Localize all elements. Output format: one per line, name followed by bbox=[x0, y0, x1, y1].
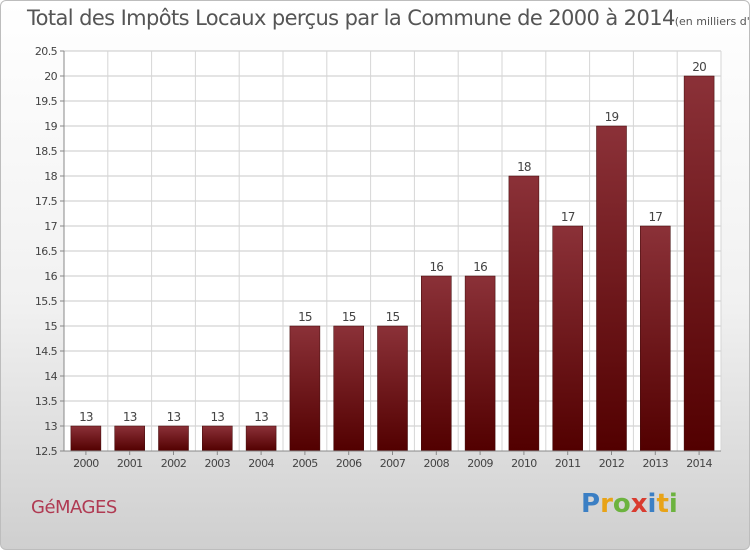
x-tick-label: 2009 bbox=[467, 457, 493, 470]
x-tick-label: 2003 bbox=[204, 457, 230, 470]
y-tick-label: 15.5 bbox=[35, 295, 58, 308]
y-tick-label: 13.5 bbox=[35, 395, 58, 408]
x-tick-label: 2002 bbox=[161, 457, 187, 470]
title-text: Total des Impôts Locaux perçus par la Co… bbox=[27, 6, 675, 30]
y-tick-label: 17.5 bbox=[35, 195, 58, 208]
x-tick-label: 2012 bbox=[599, 457, 625, 470]
bar-value-label: 15 bbox=[298, 310, 312, 324]
x-tick-label: 2004 bbox=[248, 457, 274, 470]
x-tick-label: 2010 bbox=[511, 457, 537, 470]
y-tick-label: 20 bbox=[44, 70, 57, 83]
y-tick-label: 14 bbox=[44, 370, 57, 383]
bars: 13 13 13 13 13 15 15 15 16 16 18 17 19 17 20 bbox=[70, 60, 715, 452]
x-tick-label: 2013 bbox=[642, 457, 668, 470]
x-tick-label: 2001 bbox=[117, 457, 143, 470]
y-tick-label: 18 bbox=[44, 170, 57, 183]
proxiti-logo[interactable]: Proxiti bbox=[581, 489, 678, 519]
bar bbox=[683, 75, 715, 452]
y-tick-label: 16 bbox=[44, 270, 57, 283]
bar-value-label: 16 bbox=[429, 260, 443, 274]
bar-value-label: 19 bbox=[605, 110, 619, 124]
bar-value-label: 13 bbox=[210, 410, 224, 424]
bar-value-label: 16 bbox=[473, 260, 487, 274]
logo-letter: o bbox=[612, 489, 631, 519]
y-tick-label: 19.5 bbox=[35, 95, 58, 108]
logo-letter: i bbox=[647, 489, 657, 519]
bar-value-label: 20 bbox=[692, 60, 706, 74]
bar bbox=[70, 425, 102, 452]
y-tick-label: 13 bbox=[44, 420, 57, 433]
bar-value-label: 15 bbox=[342, 310, 356, 324]
y-tick-label: 15 bbox=[44, 320, 57, 333]
y-tick-label: 19 bbox=[44, 120, 57, 133]
bar-value-label: 13 bbox=[123, 410, 137, 424]
axes: 12.5 13 13.5 14 14.5 15 15.5 16 16.5 17 17.5 18 18.5… bbox=[35, 45, 721, 470]
bar-value-label: 18 bbox=[517, 160, 531, 174]
y-tick-label: 18.5 bbox=[35, 145, 58, 158]
x-tick-label: 2005 bbox=[292, 457, 318, 470]
y-tick-label: 14.5 bbox=[35, 345, 58, 358]
logo-letter: t bbox=[656, 489, 669, 519]
logo-letter: x bbox=[630, 489, 648, 519]
bar bbox=[640, 225, 671, 452]
bar bbox=[158, 425, 189, 452]
bar bbox=[289, 325, 321, 452]
bar-value-label: 13 bbox=[167, 410, 181, 424]
logo-letter: r bbox=[600, 489, 613, 519]
chart-title: Total des Impôts Locaux perçus par la Co… bbox=[27, 6, 750, 30]
x-tick-label: 2011 bbox=[555, 457, 581, 470]
y-tick-label: 12.5 bbox=[35, 445, 58, 458]
commune-name: GéMAGES bbox=[31, 497, 117, 518]
bar bbox=[114, 425, 145, 452]
logo-letter: i bbox=[668, 489, 678, 519]
bar-value-label: 17 bbox=[648, 210, 662, 224]
bar bbox=[333, 325, 364, 452]
bar-value-label: 13 bbox=[254, 410, 268, 424]
bar bbox=[596, 125, 627, 452]
bar bbox=[421, 275, 452, 452]
x-tick-label: 2006 bbox=[336, 457, 362, 470]
title-unit: (en milliers d'€) bbox=[674, 15, 750, 28]
bar-value-label: 15 bbox=[386, 310, 400, 324]
bar-value-label: 13 bbox=[79, 410, 93, 424]
y-tick-label: 17 bbox=[44, 220, 57, 233]
bar bbox=[464, 275, 496, 452]
y-tick-label: 20.5 bbox=[35, 45, 58, 58]
bar-value-label: 17 bbox=[561, 210, 575, 224]
x-tick-label: 2014 bbox=[686, 457, 712, 470]
y-tick-label: 16.5 bbox=[35, 245, 58, 258]
bar bbox=[245, 425, 277, 452]
logo-letter: P bbox=[581, 489, 601, 519]
bar bbox=[552, 225, 583, 452]
bar bbox=[202, 425, 233, 452]
bar bbox=[508, 175, 540, 452]
x-tick-label: 2008 bbox=[423, 457, 449, 470]
x-tick-label: 2007 bbox=[380, 457, 406, 470]
bar bbox=[377, 325, 408, 452]
x-tick-label: 2000 bbox=[73, 457, 99, 470]
